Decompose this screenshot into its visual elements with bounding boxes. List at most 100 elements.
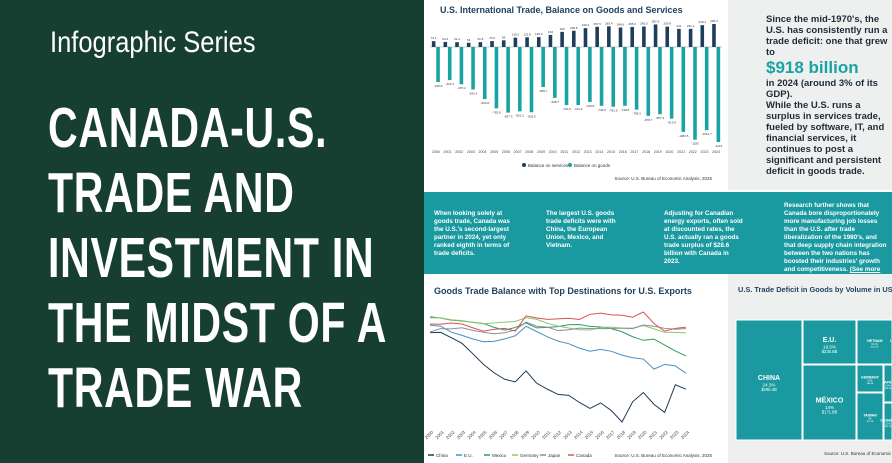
cell-share: 6.9% bbox=[867, 381, 872, 383]
value-label: 61.2 bbox=[454, 37, 460, 41]
bar bbox=[436, 46, 440, 83]
treemap-cell bbox=[802, 364, 857, 441]
value-label: 123.8 bbox=[523, 32, 531, 36]
value-label: 287.6 bbox=[652, 19, 660, 23]
bar bbox=[506, 46, 510, 113]
x-tick-label: 2007 bbox=[514, 150, 522, 154]
bar bbox=[482, 46, 487, 100]
cell-value: $123.5B bbox=[871, 347, 879, 349]
bar bbox=[595, 26, 599, 47]
x-tick-label: 2002 bbox=[455, 150, 463, 154]
value-label: 260.5 bbox=[640, 22, 648, 26]
legend-label: China bbox=[436, 453, 448, 458]
cell-share: 5.6% bbox=[885, 386, 890, 388]
x-tick-label: 2006 bbox=[502, 150, 510, 154]
bar bbox=[669, 46, 674, 119]
bar bbox=[536, 37, 541, 47]
x-tick-label: 2006 bbox=[488, 429, 499, 440]
highlight-text: in 2024 (around 3% of its GDP). bbox=[766, 78, 878, 100]
x-tick-label: 2010 bbox=[530, 429, 541, 440]
value-label: -878.7 bbox=[644, 118, 653, 122]
value-label: -664.8 bbox=[481, 101, 490, 105]
bar bbox=[541, 46, 545, 87]
bar bbox=[494, 46, 499, 109]
highlight: Since the mid-1970's, the U.S. has consi… bbox=[766, 14, 890, 100]
x-tick-label: 2003 bbox=[456, 429, 467, 440]
x-tick-label: 2022 bbox=[689, 150, 697, 154]
x-tick-label: 2008 bbox=[509, 429, 520, 440]
x-tick-label: 2019 bbox=[654, 150, 662, 154]
treemap-cell bbox=[856, 319, 892, 365]
value-label: -541.6 bbox=[469, 91, 478, 95]
treemap-cell bbox=[883, 364, 892, 403]
x-tick-label: 2005 bbox=[490, 150, 498, 154]
line-chart: Goods Trade Balance with Top Destination… bbox=[424, 286, 712, 458]
bar bbox=[447, 46, 452, 81]
legend-marker bbox=[522, 163, 526, 167]
cell-share: 14% bbox=[825, 405, 834, 410]
cell-name: TAIWAN bbox=[863, 414, 877, 418]
value-label: -799.3 bbox=[632, 112, 641, 116]
line bbox=[429, 331, 687, 423]
bar bbox=[471, 46, 475, 90]
value-label: 293.3 bbox=[710, 19, 718, 23]
treemap: U.S. Trade Deficit in Goods by Volume in… bbox=[735, 285, 892, 456]
value-label: 231.1 bbox=[687, 24, 695, 28]
source: Source: U.S. Bureau of Economic Analysis… bbox=[614, 453, 712, 458]
value-label: 259.9 bbox=[663, 22, 671, 26]
bar bbox=[478, 42, 483, 47]
x-tick-label: 2015 bbox=[607, 150, 615, 154]
cell-name: VIETNAM bbox=[867, 339, 883, 343]
value-label: -509.7 bbox=[539, 89, 548, 93]
bar bbox=[599, 46, 604, 106]
bar bbox=[700, 25, 705, 47]
cell-share: 10.1% bbox=[871, 344, 877, 346]
value-label: -837.3 bbox=[504, 115, 513, 119]
cell-share: 6% bbox=[868, 419, 871, 421]
value-label: -446.8 bbox=[434, 84, 443, 88]
x-tick-label: 2013 bbox=[584, 150, 592, 154]
value-label: 85 bbox=[502, 35, 506, 39]
bar bbox=[548, 34, 553, 47]
bar bbox=[553, 46, 557, 98]
value-label: 119.1 bbox=[512, 33, 520, 37]
x-tick-label: 2001 bbox=[444, 150, 452, 154]
bar bbox=[704, 46, 709, 131]
treemap-cell bbox=[883, 402, 892, 441]
legend-label: Japan bbox=[548, 453, 561, 458]
highlights: Since the mid-1970's, the U.S. has consi… bbox=[728, 0, 892, 190]
value-label: -857.3 bbox=[656, 116, 665, 120]
x-tick-label: 2008 bbox=[525, 150, 533, 154]
x-tick-label: 2010 bbox=[549, 150, 557, 154]
bar bbox=[681, 46, 686, 132]
x-tick-label: 2004 bbox=[479, 150, 487, 154]
x-tick-label: 2014 bbox=[573, 429, 584, 440]
bar bbox=[572, 30, 576, 47]
cell-share: 5.1% bbox=[885, 424, 890, 426]
page-title: CANADA-U.S. TRADE AND INVESTMENT IN THE … bbox=[48, 96, 386, 420]
bar bbox=[466, 42, 471, 47]
value-label: -761.9 bbox=[609, 109, 618, 113]
chart-title: U.S. International Trade, Balance on Goo… bbox=[440, 5, 683, 15]
line bbox=[429, 321, 687, 335]
value-label: 255.3 bbox=[628, 22, 636, 26]
value-label: 248.6 bbox=[617, 23, 625, 27]
x-tick-label: 2019 bbox=[626, 429, 637, 440]
line bbox=[429, 316, 687, 357]
x-tick-label: 2023 bbox=[669, 429, 680, 440]
value-label: -422.4 bbox=[445, 82, 454, 86]
cell-name: IRELAND bbox=[890, 339, 892, 343]
value-label: -782.8 bbox=[492, 110, 501, 114]
legend-marker bbox=[568, 163, 572, 167]
x-tick-label: 2009 bbox=[520, 429, 531, 440]
bar bbox=[630, 26, 634, 47]
x-tick-label: 2000 bbox=[424, 429, 435, 440]
x-tick-label: 2011 bbox=[541, 429, 552, 440]
x-tick-label: 2003 bbox=[467, 150, 475, 154]
value-label: -1083.5 bbox=[678, 134, 689, 138]
value-label: -821.2 bbox=[516, 113, 525, 117]
bar bbox=[564, 46, 569, 106]
bar bbox=[560, 31, 564, 47]
value-label: -741.2 bbox=[574, 107, 583, 111]
